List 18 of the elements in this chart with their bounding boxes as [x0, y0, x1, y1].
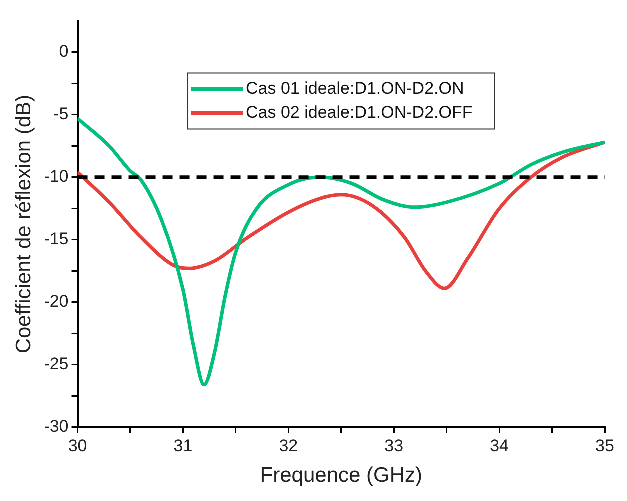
y-axis-title: Coefficient de réflexion (dB)	[12, 94, 36, 354]
y-tick-label: -25	[44, 354, 69, 374]
legend-label: Cas 01 ideale:D1.ON-D2.ON	[246, 78, 464, 98]
x-tick-label: 31	[174, 436, 193, 456]
y-tick-label: 0	[59, 42, 69, 62]
x-tick-label: 34	[490, 436, 510, 456]
y-tick-label: -20	[44, 292, 69, 312]
legend-label: Cas 02 ideale:D1.ON-D2.OFF	[246, 102, 473, 122]
y-tick-label: -30	[44, 417, 69, 436]
y-tick-label: -15	[44, 230, 69, 249]
x-axis-title: Frequence (GHz)	[260, 464, 422, 488]
y-tick-label: -5	[54, 104, 69, 124]
x-tick-label: 35	[596, 436, 614, 456]
line-series	[78, 116, 605, 387]
x-tick-label: 30	[68, 436, 88, 456]
x-tick-label: 33	[384, 436, 404, 456]
x-tick-label: 32	[279, 436, 298, 456]
y-tick-label: -10	[44, 167, 69, 186]
